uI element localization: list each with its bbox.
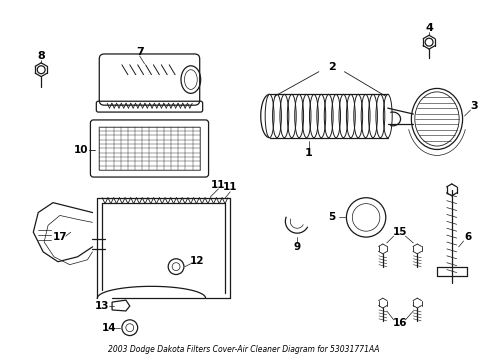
- Text: 13: 13: [95, 301, 109, 311]
- Text: 8: 8: [37, 51, 45, 61]
- Text: 17: 17: [53, 232, 67, 242]
- Text: 2: 2: [327, 62, 335, 72]
- Text: 11: 11: [223, 182, 237, 192]
- Bar: [99, 127, 199, 170]
- Text: 14: 14: [102, 323, 116, 333]
- Text: 16: 16: [391, 318, 406, 328]
- Text: 7: 7: [136, 47, 143, 57]
- Text: 12: 12: [189, 256, 203, 266]
- Text: 3: 3: [469, 101, 477, 111]
- Text: 1: 1: [305, 148, 312, 158]
- Text: 4: 4: [424, 23, 432, 33]
- Text: 6: 6: [464, 232, 471, 242]
- Text: 11: 11: [211, 180, 225, 190]
- Text: 2003 Dodge Dakota Filters Cover-Air Cleaner Diagram for 53031771AA: 2003 Dodge Dakota Filters Cover-Air Clea…: [108, 345, 379, 354]
- Text: 15: 15: [391, 227, 406, 237]
- Text: 9: 9: [293, 242, 300, 252]
- Text: 5: 5: [327, 212, 335, 222]
- Text: 10: 10: [74, 145, 89, 156]
